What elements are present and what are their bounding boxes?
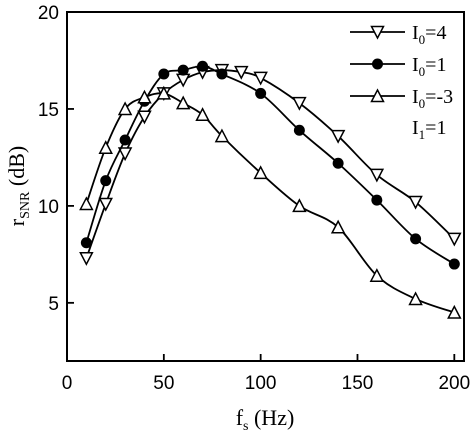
series-2-point <box>255 87 267 99</box>
x-axis-label: fs (Hz) <box>236 405 295 434</box>
series-2-point <box>371 194 383 206</box>
legend-marker-3 <box>370 88 385 103</box>
series-2-point <box>293 124 305 136</box>
series-1-point <box>330 129 346 144</box>
series-2-point <box>177 64 189 76</box>
series-3-point <box>330 219 346 234</box>
series-2-point <box>197 60 209 72</box>
series-3-point <box>253 165 268 180</box>
series-1-point <box>79 251 94 266</box>
series-2-point <box>158 68 170 80</box>
series-3-point <box>292 198 307 213</box>
series-2-point <box>410 233 422 245</box>
series-3-point <box>175 95 191 110</box>
series-1-point <box>292 96 307 111</box>
series-3-line <box>85 92 455 314</box>
series-1-point <box>253 71 268 86</box>
legend-marker-1 <box>370 25 385 40</box>
y-tick-label: 5 <box>48 294 59 315</box>
series-3-point <box>195 107 210 122</box>
series-3-point <box>98 140 113 154</box>
series-2-point <box>119 134 131 146</box>
series-3-point <box>447 304 462 319</box>
series-1-point <box>98 197 113 212</box>
series-3-point <box>369 268 385 282</box>
series-2-point <box>80 237 92 249</box>
legend-label-3: I0=-3 <box>412 86 453 111</box>
series-3-point <box>214 128 230 143</box>
series-1-point <box>447 232 462 247</box>
x-tick-label: 200 <box>438 373 470 394</box>
y-axis-label: rSNR (dB) <box>4 146 33 226</box>
series-1-point <box>234 65 249 80</box>
ticks-layer: 0 50 100 150 200 5 10 15 20 <box>38 3 470 394</box>
legend-label-1: I0=4 <box>412 22 446 47</box>
series-1-point <box>175 73 191 88</box>
series-3-point <box>137 89 152 104</box>
x-tick-label: 0 <box>62 373 73 394</box>
series-3-point <box>156 85 172 100</box>
series-1-point <box>117 147 133 162</box>
y-tick-label: 15 <box>38 100 59 121</box>
series-2-point <box>448 258 460 270</box>
series-1-point <box>408 195 423 210</box>
series-2-point <box>332 157 344 169</box>
x-tick-label: 50 <box>153 373 174 394</box>
series-1-point <box>369 168 385 183</box>
series-3-point <box>117 101 133 116</box>
series-3-point <box>408 291 423 306</box>
plot-frame <box>66 11 465 362</box>
legend-marker-2 <box>372 58 383 70</box>
x-tick-label: 150 <box>342 373 374 394</box>
legend-label-2: I0=1 <box>412 54 446 79</box>
y-tick-label: 10 <box>38 197 59 218</box>
series-3-point <box>79 196 94 211</box>
series-layer <box>79 60 462 319</box>
series-1-point <box>137 110 152 125</box>
x-tick-label: 100 <box>245 373 277 394</box>
annotation-i1: I1=1 <box>412 117 446 142</box>
series-2-point <box>100 175 112 187</box>
series-2-point <box>216 68 228 80</box>
y-tick-label: 20 <box>38 3 59 24</box>
legend: I0=4 I0=1 I0=-3 I1=1 <box>350 22 453 142</box>
